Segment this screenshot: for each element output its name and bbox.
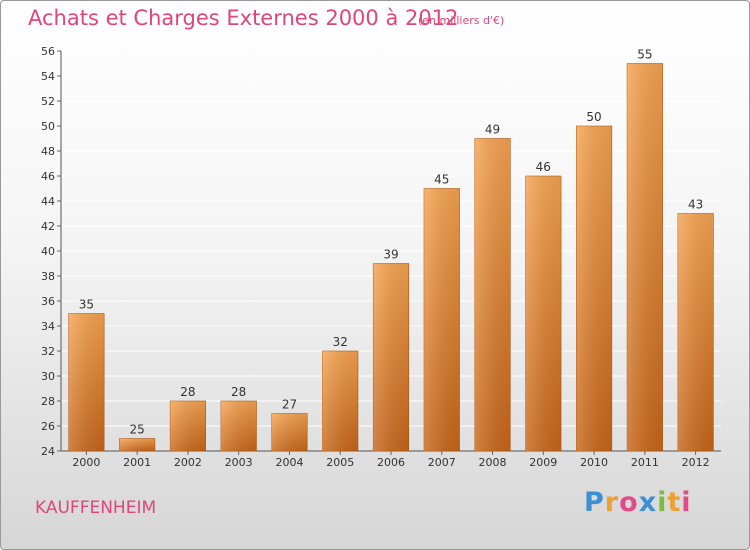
bar-shade-2002 bbox=[170, 401, 206, 451]
value-label-2001: 25 bbox=[130, 423, 145, 437]
bar-shade-2007 bbox=[424, 188, 460, 451]
bar-shade-2000 bbox=[68, 313, 105, 451]
bar-shade-2008 bbox=[474, 138, 511, 451]
value-label-2008: 49 bbox=[485, 123, 500, 137]
value-label-2010: 50 bbox=[586, 110, 601, 124]
value-label-2012: 43 bbox=[688, 198, 703, 212]
y-tick-label: 34 bbox=[41, 320, 55, 333]
x-tick-label-2001: 2001 bbox=[123, 456, 151, 469]
y-tick-label: 32 bbox=[41, 345, 55, 358]
y-tick-label: 52 bbox=[41, 95, 55, 108]
bar-shade-2005 bbox=[322, 351, 358, 451]
value-label-2007: 45 bbox=[434, 173, 449, 187]
logo-letter-3: o bbox=[619, 487, 639, 518]
x-tick-label-2003: 2003 bbox=[225, 456, 253, 469]
y-tick-label: 28 bbox=[41, 395, 55, 408]
x-tick-label-2012: 2012 bbox=[682, 456, 710, 469]
x-tick-label-2004: 2004 bbox=[275, 456, 303, 469]
logo-letter-1: P bbox=[584, 487, 605, 518]
logo-letter-4: x bbox=[638, 487, 658, 518]
x-tick-label-2000: 2000 bbox=[72, 456, 100, 469]
y-tick-label: 26 bbox=[41, 420, 55, 433]
bar-shade-2011 bbox=[627, 63, 663, 451]
proxiti-logo[interactable]: Proxiti bbox=[584, 487, 692, 518]
x-tick-label-2010: 2010 bbox=[580, 456, 608, 469]
y-tick-label: 38 bbox=[41, 270, 55, 283]
bar-shade-2012 bbox=[677, 213, 714, 451]
y-tick-label: 50 bbox=[41, 120, 55, 133]
label-layer: 35 25 28 28 27 32 39 45 49 46 50 55 43 bbox=[79, 48, 704, 437]
value-label-2011: 55 bbox=[637, 48, 652, 62]
y-tick-label: 46 bbox=[41, 170, 55, 183]
value-label-2009: 46 bbox=[536, 160, 551, 174]
value-label-2002: 28 bbox=[180, 385, 195, 399]
bar-shade-2003 bbox=[220, 401, 257, 451]
logo-letter-2: r bbox=[604, 487, 620, 518]
value-label-2004: 27 bbox=[282, 398, 297, 412]
bar-shade-2006 bbox=[373, 263, 409, 451]
bar-layer bbox=[68, 63, 714, 452]
x-tick-label-2008: 2008 bbox=[479, 456, 507, 469]
y-tick-label: 44 bbox=[41, 195, 55, 208]
value-label-2006: 39 bbox=[383, 248, 398, 262]
y-tick-label: 24 bbox=[41, 445, 55, 458]
x-tick-label-2009: 2009 bbox=[529, 456, 557, 469]
chart-title: Achats et Charges Externes 2000 à 2012 bbox=[28, 6, 459, 30]
value-label-2003: 28 bbox=[231, 385, 246, 399]
logo-letter-6: t bbox=[667, 487, 682, 518]
logo-letter-5: i bbox=[657, 487, 668, 518]
x-tick-label-2011: 2011 bbox=[631, 456, 659, 469]
value-label-2005: 32 bbox=[333, 335, 348, 349]
bar-shade-2004 bbox=[271, 413, 308, 451]
bar-shade-2010 bbox=[576, 126, 612, 451]
value-label-2000: 35 bbox=[79, 298, 94, 312]
x-tick-label-2002: 2002 bbox=[174, 456, 202, 469]
y-tick-label: 40 bbox=[41, 245, 55, 258]
y-tick-label: 30 bbox=[41, 370, 55, 383]
commune-name: KAUFFENHEIM bbox=[35, 498, 157, 518]
bar-shade-2001 bbox=[119, 438, 155, 451]
x-tick-label-2007: 2007 bbox=[428, 456, 456, 469]
chart-subtitle: (en milliers d'€) bbox=[418, 14, 505, 27]
bar-shade-2009 bbox=[525, 176, 562, 451]
y-tick-label: 56 bbox=[41, 45, 55, 58]
y-tick-label: 42 bbox=[41, 220, 55, 233]
y-tick-label: 36 bbox=[41, 295, 55, 308]
logo-letter-7: i bbox=[681, 487, 692, 518]
y-tick-label: 54 bbox=[41, 70, 55, 83]
x-tick-label-2005: 2005 bbox=[326, 456, 354, 469]
x-tick-label-2006: 2006 bbox=[377, 456, 405, 469]
y-tick-label: 48 bbox=[41, 145, 55, 158]
